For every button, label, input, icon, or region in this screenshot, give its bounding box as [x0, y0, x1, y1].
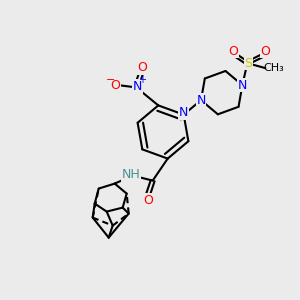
Text: O: O: [143, 194, 153, 207]
Text: N: N: [238, 79, 247, 92]
Text: O: O: [137, 61, 147, 74]
Text: O: O: [110, 79, 120, 92]
Text: S: S: [244, 57, 252, 70]
Text: +: +: [138, 75, 146, 85]
Text: N: N: [179, 106, 188, 119]
Text: O: O: [260, 45, 270, 58]
Text: N: N: [133, 80, 142, 93]
Text: O: O: [228, 45, 238, 58]
Text: NH: NH: [121, 168, 140, 181]
Text: −: −: [106, 75, 115, 85]
Text: CH₃: CH₃: [263, 63, 284, 73]
Text: N: N: [196, 94, 206, 107]
